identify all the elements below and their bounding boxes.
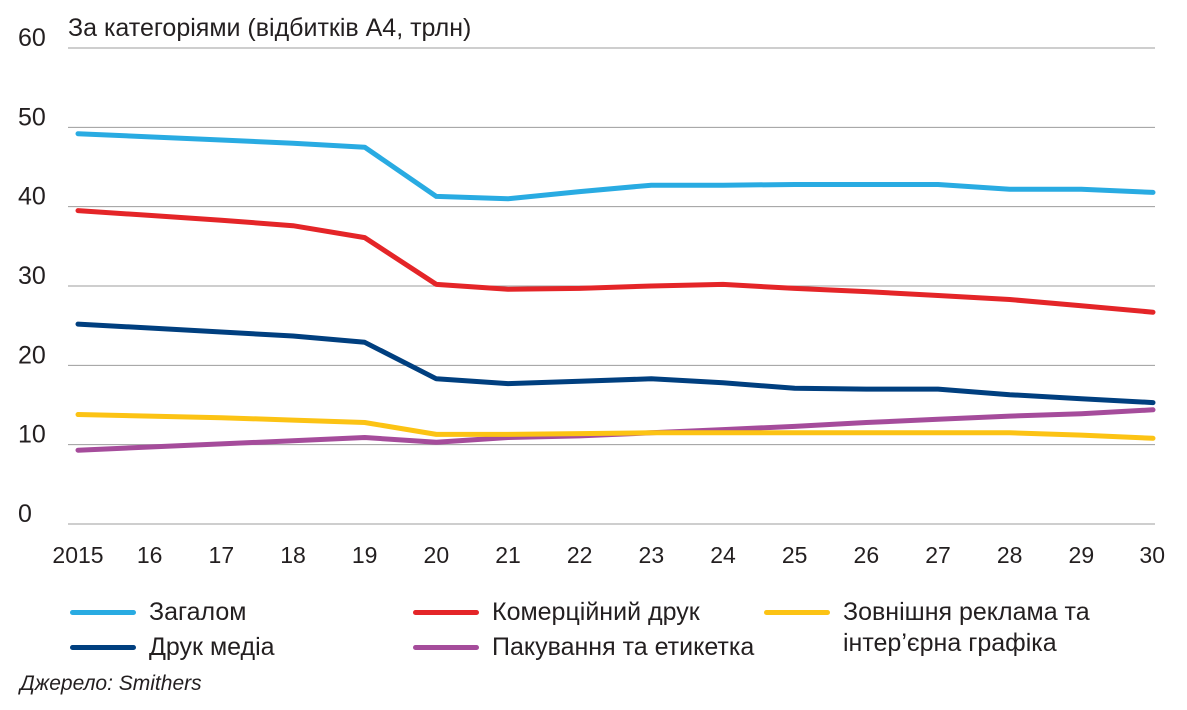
y-axis-ticks: 0 10 20 30 40 50 60: [18, 24, 46, 528]
legend-label-outdoor: Зовнішня реклама та інтер’єрна графіка: [843, 598, 1090, 657]
legend-swatch-total: [70, 610, 136, 615]
legend-swatch-outdoor: [764, 610, 830, 615]
legend-item-outdoor: Зовнішня реклама та інтер’єрна графіка: [764, 597, 1090, 659]
legend-label-media: Друк медіа: [149, 633, 275, 661]
source-note: Джерело: Smithers: [20, 672, 202, 695]
x-tick-label: 26: [854, 542, 880, 568]
y-tick-label: 0: [18, 500, 32, 528]
series-line-2: [75, 412, 1156, 441]
legend-item-packaging: Пакування та етикетка: [413, 632, 754, 663]
x-tick-label: 17: [209, 542, 235, 568]
x-tick-label: 25: [782, 542, 808, 568]
x-tick-label: 30: [1139, 542, 1165, 568]
legend-item-total: Загалом: [70, 597, 246, 628]
legend-item-media: Друк медіа: [70, 632, 275, 663]
x-tick-label: 2015: [52, 542, 103, 568]
x-tick-label: 24: [710, 542, 736, 568]
line-chart: 0 10 20 30 40 50 60 2015 16 17 18 19 20 21 22 23 24 25 26…: [18, 24, 1165, 568]
x-tick-label: 20: [424, 542, 450, 568]
legend-label-commercial: Комерційний друк: [492, 598, 700, 626]
series-line-0: [75, 131, 1156, 202]
legend-label-packaging: Пакування та етикетка: [492, 633, 755, 661]
y-tick-label: 30: [18, 262, 46, 290]
y-tick-label: 60: [18, 24, 46, 52]
x-axis-ticks: 2015 16 17 18 19 20 21 22 23 24 25 26 27 28 29 30: [52, 542, 1165, 568]
series-lines: [75, 131, 1156, 453]
x-tick-label: 22: [567, 542, 593, 568]
legend-swatch-commercial: [413, 610, 479, 615]
x-tick-label: 18: [280, 542, 306, 568]
y-tick-label: 20: [18, 341, 46, 369]
y-tick-label: 40: [18, 183, 46, 211]
legend-item-commercial: Комерційний друк: [413, 597, 700, 628]
x-tick-label: 28: [997, 542, 1023, 568]
legend-swatch-packaging: [413, 645, 479, 650]
y-tick-label: 10: [18, 421, 46, 449]
legend-swatch-media: [70, 645, 136, 650]
x-tick-label: 29: [1069, 542, 1095, 568]
legend-label-total: Загалом: [149, 598, 247, 626]
x-tick-label: 23: [639, 542, 665, 568]
series-line-1: [75, 208, 1156, 315]
x-tick-label: 21: [495, 542, 521, 568]
chart-title: За категоріями (відбитків А4, трлн): [68, 14, 472, 42]
x-tick-label: 27: [925, 542, 951, 568]
y-tick-label: 50: [18, 103, 46, 131]
x-tick-label: 16: [137, 542, 163, 568]
x-tick-label: 19: [352, 542, 378, 568]
series-line-3: [75, 321, 1156, 406]
